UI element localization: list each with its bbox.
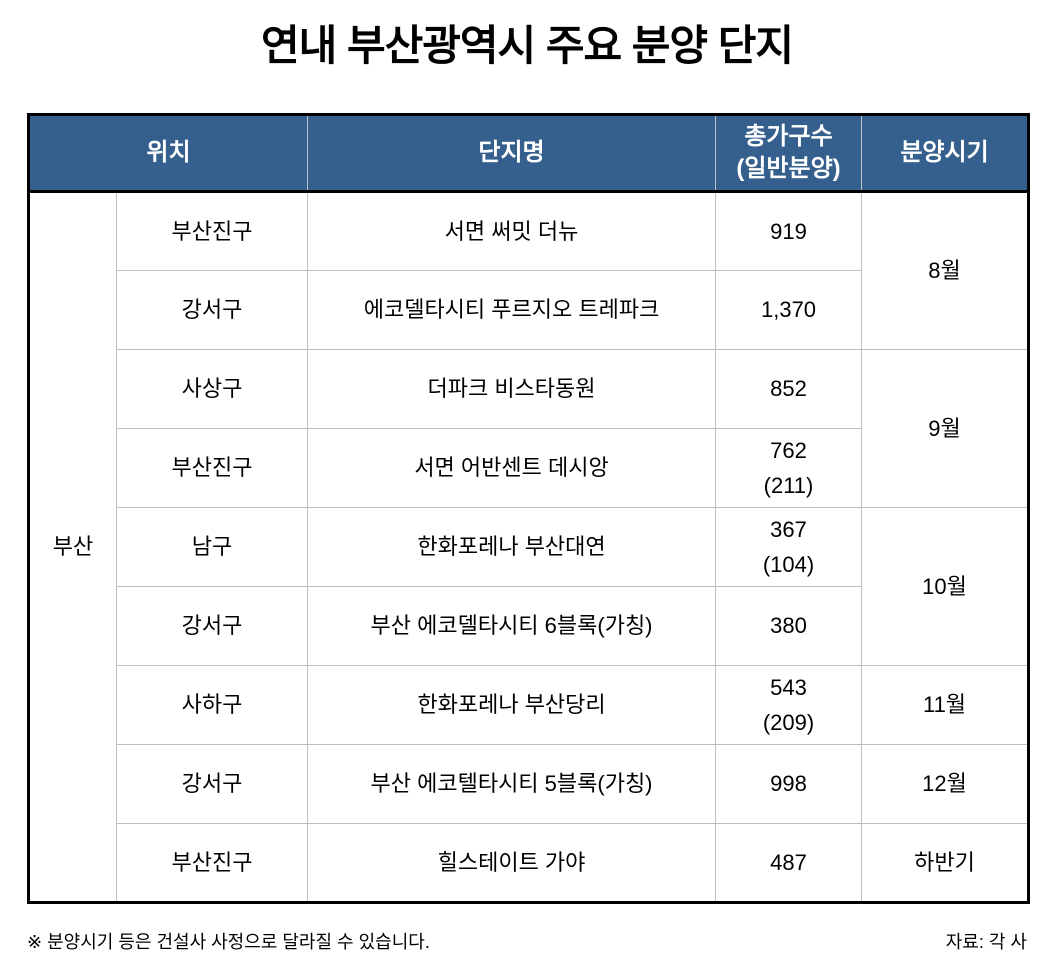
header-complex-name: 단지명 [307,114,717,193]
complex-cell: 서면 어반센트 데시앙 [307,428,717,508]
district-cell: 부산진구 [115,191,309,271]
period-cell: 10월 [861,507,1030,666]
period-cell: 하반기 [861,823,1030,903]
households-total: 380 [770,613,807,639]
table-row: 강서구 부산 에코델타시티 6블록(가칭) 380 [29,586,1029,666]
complex-cell: 한화포레나 부산당리 [307,665,717,745]
households-total: 998 [770,771,807,797]
households-cell: 487 [715,823,863,903]
complex-cell: 힐스테이트 가야 [307,823,717,903]
period-cell: 11월 [861,665,1030,745]
table-header-row: 위치 단지명 총가구수 (일반분양) 분양시기 [27,114,1030,193]
table-row: 남구 한화포레나 부산대연 367 (104) 10월 [29,507,1030,666]
table-row: 부산진구 힐스테이트 가야 487 하반기 [29,823,1030,903]
households-general: (104) [762,552,815,577]
households-total: 762 [770,437,807,463]
district-cell: 사상구 [115,349,309,429]
households-cell: 1,370 [715,270,863,350]
households-total: 919 [770,218,807,244]
table-row: 사상구 더파크 비스타동원 852 9월 [29,349,1030,508]
table-row: 강서구 에코델타시티 푸르지오 트레파크 1,370 [29,270,1029,350]
households-cell: 367 (104) [715,507,863,587]
table-row: 강서구 부산 에코텔타시티 5블록(가칭) 998 12월 [29,744,1030,824]
households-total: 367 [770,516,807,542]
page-title: 연내 부산광역시 주요 분양 단지 [261,22,794,69]
table-row: 부산 부산진구 서면 써밋 더뉴 919 8월 [28,191,1030,903]
header-households-line2: (일반분양) [736,155,841,182]
header-households: 총가구수 (일반분양) [715,114,863,193]
table-row: 사하구 한화포레나 부산당리 543 (209) 11월 [29,665,1030,745]
complex-cell: 한화포레나 부산대연 [307,507,717,587]
complex-cell: 부산 에코텔타시티 5블록(가칭) [307,744,717,824]
source-text: 자료: 각 사 [945,932,1027,952]
period-cell: 9월 [861,349,1030,508]
region-cell: 부산 [28,191,117,903]
households-total: 487 [770,849,807,875]
complex-cell: 에코델타시티 푸르지오 트레파크 [307,270,717,350]
busan-sales-table: 위치 단지명 총가구수 (일반분양) 분양시기 부산 부산진구 서면 써밋 더뉴… [27,113,1031,904]
households-cell: 543 (209) [715,665,863,745]
district-cell: 남구 [115,507,309,587]
households-total: 543 [770,674,807,700]
complex-cell: 더파크 비스타동원 [307,349,717,429]
header-households-line1: 총가구수 [744,122,833,150]
households-cell: 998 [715,744,863,824]
district-cell: 강서구 [115,270,309,350]
complex-cell: 서면 써밋 더뉴 [307,191,717,271]
header-location: 위치 [27,114,309,193]
households-cell: 919 [715,191,863,271]
households-cell: 762 (211) [715,428,863,508]
households-general: (211) [763,473,814,498]
period-cell: 12월 [861,744,1030,824]
table-row: 부산진구 서면 어반센트 데시앙 762 (211) [29,428,1029,508]
footer: ※ 분양시기 등은 건설사 사정으로 달라질 수 있습니다. 자료: 각 사 [27,928,1027,954]
households-total: 852 [770,376,807,402]
complex-cell: 부산 에코델타시티 6블록(가칭) [307,586,717,666]
households-total: 1,370 [760,297,817,323]
district-cell: 강서구 [115,744,309,824]
district-cell: 사하구 [115,665,309,745]
district-cell: 강서구 [115,586,309,666]
footnote-text: ※ 분양시기 등은 건설사 사정으로 달라질 수 있습니다. [27,932,430,952]
households-cell: 852 [715,349,863,429]
district-cell: 부산진구 [115,823,309,903]
district-cell: 부산진구 [115,428,309,508]
header-sale-period: 분양시기 [861,114,1030,193]
households-cell: 380 [715,586,863,666]
period-cell: 8월 [861,191,1030,350]
households-general: (209) [762,710,815,735]
